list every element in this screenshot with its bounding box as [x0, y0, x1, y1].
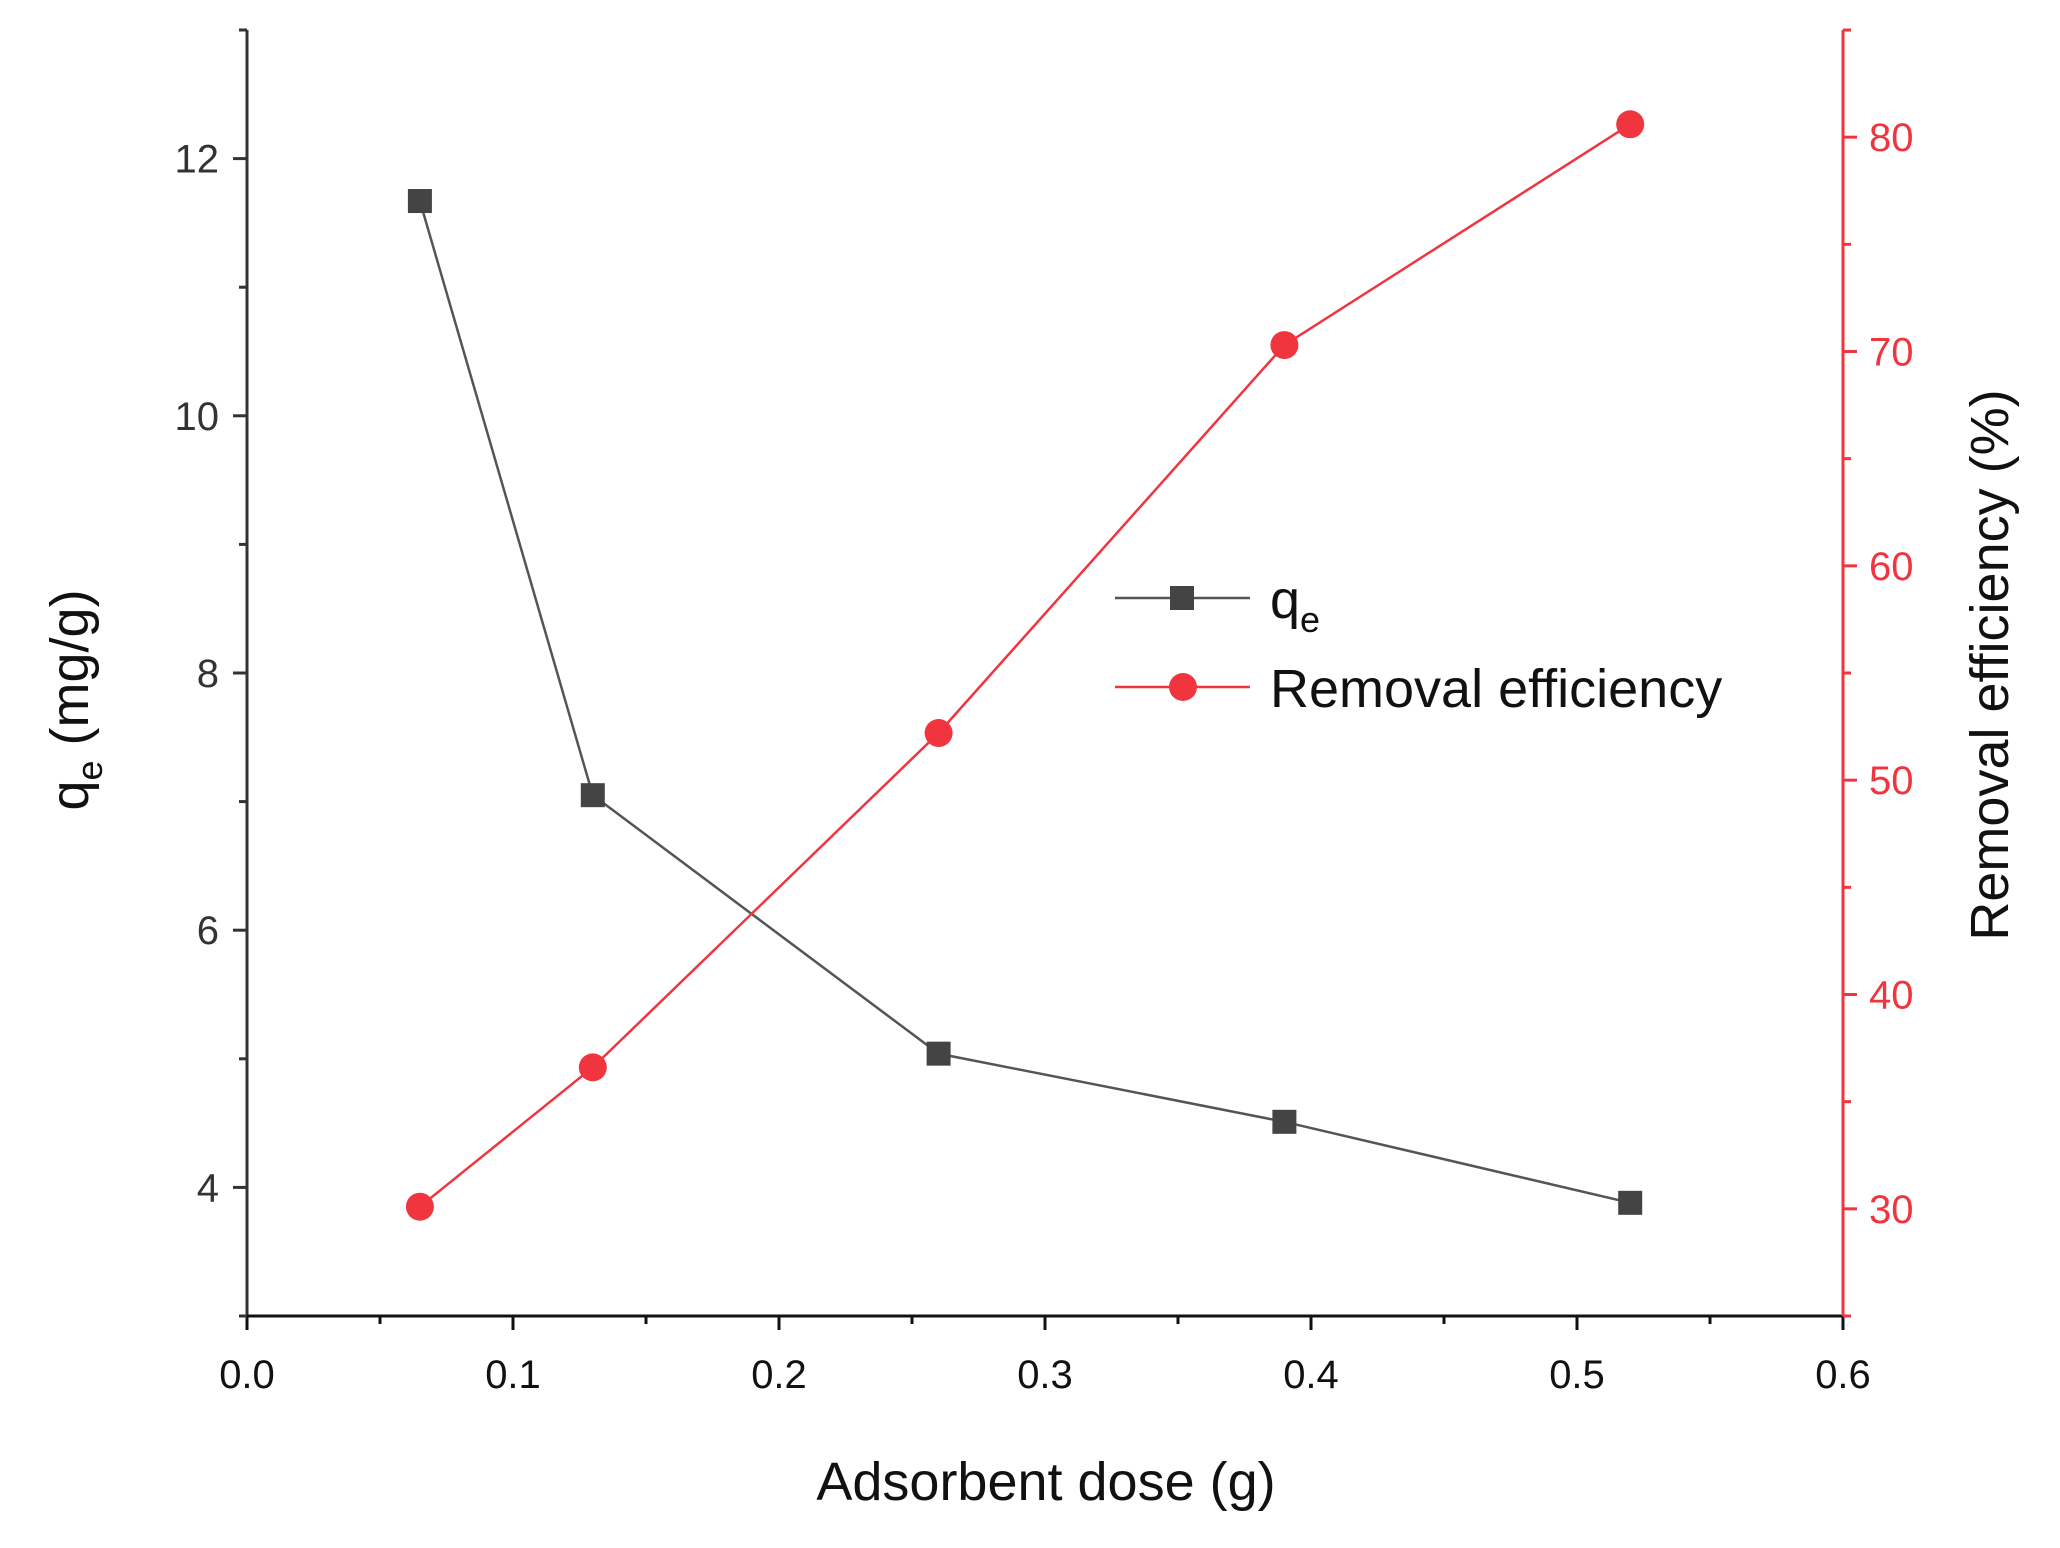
- legend: qe Removal efficiency: [1115, 570, 1722, 719]
- y-right-tick-label: 30: [1869, 1188, 1914, 1232]
- y-left-tick-label: 6: [197, 909, 219, 953]
- data-point-removal-efficiency: [1270, 331, 1299, 360]
- y-right-tick-label: 40: [1869, 974, 1914, 1018]
- x-tick-label: 0.5: [1549, 1353, 1605, 1397]
- x-tick-label: 0.2: [751, 1353, 807, 1397]
- y-axis-title-left-main: q: [40, 781, 100, 811]
- y-axis-title-left: qe (mg/g): [40, 589, 110, 810]
- legend-label-qe-sub: e: [1300, 599, 1320, 640]
- y-axis-title-left-rest: (mg/g): [40, 589, 100, 760]
- y-axis-title-right: Removal efficiency (%): [1960, 389, 2020, 940]
- data-point-qe: [580, 783, 605, 808]
- data-point-removal-efficiency: [578, 1053, 607, 1082]
- data-point-removal-efficiency: [1616, 110, 1645, 139]
- y-left-tick-label: 10: [175, 395, 220, 439]
- data-point-qe: [407, 189, 432, 214]
- x-tick-label: 0.4: [1283, 1353, 1339, 1397]
- data-point-qe: [1618, 1190, 1643, 1215]
- y-right-tick-label: 50: [1869, 759, 1914, 803]
- data-point-qe: [926, 1041, 951, 1066]
- y-left-tick-label: 12: [175, 138, 220, 182]
- data-point-removal-efficiency: [924, 719, 953, 748]
- y-left-tick-label: 8: [197, 652, 219, 696]
- y-right-tick-label: 70: [1869, 331, 1914, 375]
- x-tick-label: 0.1: [485, 1353, 541, 1397]
- x-axis-title: Adsorbent dose (g): [816, 1452, 1275, 1512]
- legend-label-removal: Removal efficiency: [1270, 659, 1722, 719]
- legend-marker-qe: [1170, 586, 1194, 610]
- series-markers: [405, 110, 1645, 1221]
- data-point-removal-efficiency: [405, 1192, 434, 1221]
- x-tick-label: 0.3: [1017, 1353, 1073, 1397]
- legend-label-qe: qe: [1270, 570, 1320, 640]
- legend-label-qe-main: q: [1270, 570, 1300, 630]
- y-axis-title-left-sub: e: [69, 760, 110, 780]
- y-left-tick-label: 4: [197, 1166, 219, 1210]
- y-right-tick-label: 60: [1869, 545, 1914, 589]
- x-tick-label: 0.0: [219, 1353, 275, 1397]
- axes: 0.0 0.1 0.2 0.3 0.4 0.5 0.6 4 6 8 10 12 30 40 50 60 70 80: [175, 28, 1914, 1397]
- x-tick-label: 0.6: [1815, 1353, 1871, 1397]
- legend-marker-removal: [1169, 673, 1197, 701]
- data-point-qe: [1272, 1109, 1297, 1134]
- y-right-tick-label: 80: [1869, 116, 1914, 160]
